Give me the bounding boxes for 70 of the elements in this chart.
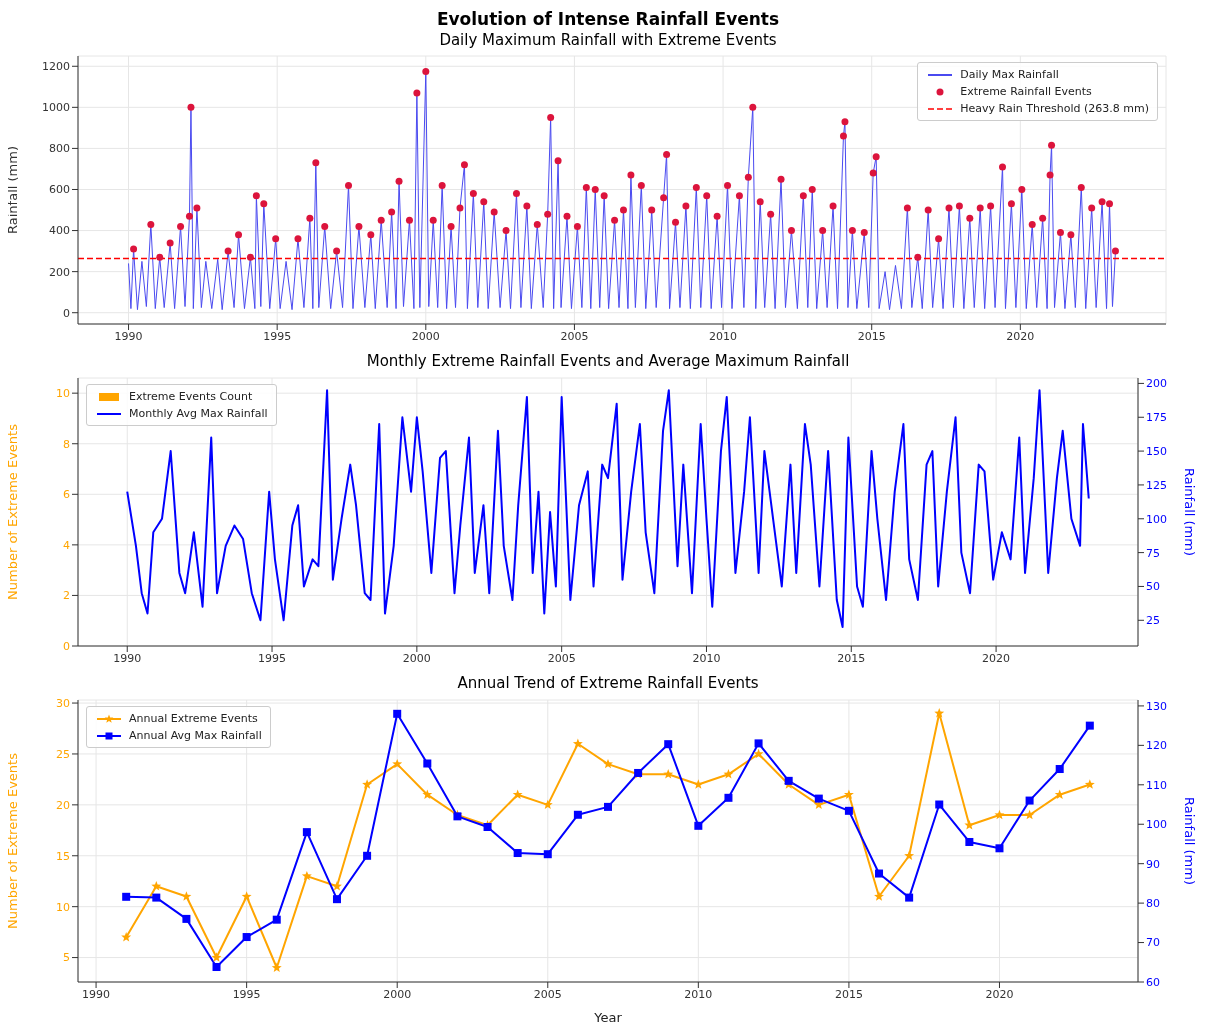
y2-tick-label: 60 <box>1146 975 1160 989</box>
y2-tick-label: 100 <box>1146 818 1167 832</box>
x-tick-label: 2000 <box>383 987 412 1001</box>
y2-tick-label: 90 <box>1146 857 1160 871</box>
x-tick-label: 1995 <box>258 651 287 665</box>
y-tick-label: 20 <box>56 798 70 812</box>
y2-tick-label: 125 <box>1146 478 1167 492</box>
y-tick-label: 6 <box>63 488 70 502</box>
legend-label: Annual Avg Max Rainfall <box>129 729 262 742</box>
y-tick-label: 1200 <box>42 60 70 74</box>
y2-axis-title: Rainfall (mm) <box>1182 468 1198 556</box>
y2-tick-label: 120 <box>1146 739 1167 753</box>
y2-tick-label: 110 <box>1146 778 1167 792</box>
y-tick-label: 5 <box>63 951 70 965</box>
chart-subtitle: Daily Maximum Rainfall with Extreme Events <box>438 30 778 50</box>
y-tick-label: 30 <box>56 696 70 710</box>
x-tick-label: 1990 <box>113 651 142 665</box>
x-tick-label: 2005 <box>560 329 589 343</box>
x-tick-label: 2000 <box>402 651 431 665</box>
y-tick-label: 400 <box>49 224 70 238</box>
legend-label: Extreme Rainfall Events <box>960 85 1092 98</box>
y-tick-label: 200 <box>49 265 70 279</box>
y2-axis-title: Rainfall (mm) <box>1182 797 1198 885</box>
legend-label: Annual Extreme Events <box>129 712 258 725</box>
y2-tick-label: 130 <box>1146 699 1167 713</box>
y2-tick-label: 150 <box>1146 445 1167 458</box>
y2-tick-label: 75 <box>1146 546 1160 560</box>
x-tick-label: 2020 <box>985 987 1014 1001</box>
y-tick-label: 600 <box>49 183 70 197</box>
y2-tick-label: 80 <box>1146 897 1160 911</box>
legend-label: Daily Max Rainfall <box>960 68 1059 81</box>
x-tick-label: 1990 <box>114 329 143 343</box>
x-tick-label: 2010 <box>709 329 738 343</box>
x-tick-label: 1990 <box>82 987 111 1001</box>
y2-tick-label: 100 <box>1146 512 1167 526</box>
x-tick-label: 2010 <box>684 987 713 1001</box>
y-tick-label: 4 <box>63 538 70 552</box>
x-tick-label: 1995 <box>232 987 261 1001</box>
chart-title: Annual Trend of Extreme Rainfall Events <box>456 673 760 694</box>
x-tick-label: 2020 <box>982 651 1011 665</box>
y-tick-label: 10 <box>56 387 70 401</box>
legend-label: Monthly Avg Max Rainfall <box>129 407 268 420</box>
x-tick-label: 2015 <box>857 329 886 343</box>
y-tick-label: 2 <box>63 589 70 603</box>
y-tick-label: 25 <box>56 747 70 761</box>
y2-tick-label: 200 <box>1146 377 1167 391</box>
y-tick-label: 1000 <box>42 101 70 115</box>
x-tick-label: 1995 <box>263 329 292 343</box>
chart-title: Evolution of Intense Rainfall Events <box>435 8 781 30</box>
chart-title: Monthly Extreme Rainfall Events and Average Maximum Rainfall <box>365 351 851 372</box>
legend-label: Heavy Rain Threshold (263.8 mm) <box>960 102 1149 115</box>
x-tick-label: 2015 <box>834 987 863 1001</box>
legend-label: Extreme Events Count <box>129 390 253 403</box>
x-axis-title: Year <box>593 1010 623 1024</box>
x-tick-label: 2015 <box>837 651 866 665</box>
x-tick-label: 2005 <box>547 651 576 665</box>
y-tick-label: 800 <box>49 142 70 156</box>
y-tick-label: 0 <box>63 639 70 653</box>
x-tick-label: 2020 <box>1006 329 1035 343</box>
y-tick-label: 0 <box>63 306 70 320</box>
x-tick-label: 2005 <box>533 987 562 1001</box>
y2-tick-label: 70 <box>1146 936 1160 950</box>
y-tick-label: 10 <box>56 900 70 914</box>
y2-tick-label: 25 <box>1146 614 1160 628</box>
y2-tick-label: 175 <box>1146 411 1167 425</box>
y2-tick-label: 50 <box>1146 580 1160 594</box>
x-tick-label: 2010 <box>692 651 721 665</box>
x-tick-label: 2000 <box>411 329 440 343</box>
y-tick-label: 8 <box>63 437 70 451</box>
y-tick-label: 15 <box>56 849 70 863</box>
